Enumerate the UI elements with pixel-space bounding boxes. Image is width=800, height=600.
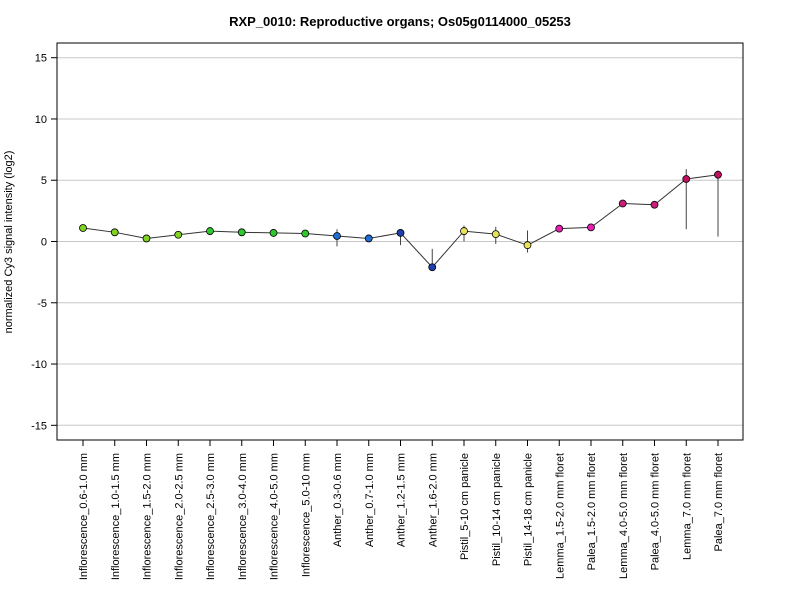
x-tick-label: Inflorescence_1.5-2.0 mm <box>142 453 154 580</box>
data-point <box>301 229 310 238</box>
x-tick-label: Anther_0.3-0.6 mm <box>332 453 344 547</box>
data-point <box>428 263 437 272</box>
x-tick-label: Inflorescence_1.0-1.5 mm <box>110 453 122 580</box>
data-point <box>110 228 119 237</box>
x-tick-label: Pistil_10-14 cm panicle <box>491 453 503 566</box>
y-axis-label: normalized Cy3 signal intensity (log2) <box>3 151 15 334</box>
x-tick-label: Inflorescence_4.0-5.0 mm <box>269 453 281 580</box>
x-tick-label: Lemma_4.0-5.0 mm floret <box>618 453 630 579</box>
data-point <box>174 230 183 239</box>
x-tick-label: Pistil_5-10 cm panicle <box>459 453 471 560</box>
x-tick-label: Lemma_7.0 mm floret <box>681 453 693 560</box>
data-point <box>555 224 564 233</box>
data-point <box>364 234 373 243</box>
x-tick-label: Inflorescence_5.0-10 mm <box>300 453 312 577</box>
data-points <box>79 170 722 272</box>
grid-lines <box>57 57 743 426</box>
y-tick-label: 10 <box>35 114 47 126</box>
data-point <box>523 241 532 250</box>
data-point <box>460 227 468 235</box>
data-point <box>587 223 595 232</box>
data-point <box>333 232 341 240</box>
chart-title: RXP_0010: Reproductive organs; Os05g0114… <box>229 14 571 29</box>
y-tick-label: 5 <box>41 175 47 187</box>
data-point <box>269 229 278 237</box>
y-tick-label: -15 <box>31 420 47 432</box>
y-tick-label: 0 <box>41 237 47 249</box>
error-bars <box>336 169 719 268</box>
data-point <box>650 200 659 209</box>
y-tick-label: -5 <box>37 298 47 310</box>
x-tick-label: Anther_1.6-2.0 mm <box>427 453 439 547</box>
y-axis: -15 -10 -5 0 5 10 15 <box>31 53 57 432</box>
data-point <box>142 234 151 243</box>
series-line <box>82 174 719 268</box>
data-point <box>714 170 722 179</box>
x-tick-label: Anther_1.2-1.5 mm <box>396 453 408 547</box>
data-point <box>206 227 214 235</box>
y-tick-label: -10 <box>31 359 47 371</box>
x-tick-label: Inflorescence_0.6-1.0 mm <box>78 453 90 580</box>
x-tick-label: Inflorescence_2.5-3.0 mm <box>205 453 217 580</box>
data-point <box>682 175 691 183</box>
data-point <box>491 230 500 239</box>
x-tick-label: Lemma_1.5-2.0 mm floret <box>554 453 566 579</box>
x-axis: Inflorescence_0.6-1.0 mm Inflorescence_1.… <box>78 440 725 580</box>
x-tick-label: Palea_7.0 mm floret <box>713 453 725 551</box>
x-tick-label: Pistil_14-18 cm panicle <box>523 453 535 566</box>
data-point <box>618 199 627 208</box>
y-tick-label: 15 <box>35 53 47 65</box>
data-point <box>79 224 87 232</box>
x-tick-label: Inflorescence_3.0-4.0 mm <box>237 453 249 580</box>
x-tick-label: Anther_0.7-1.0 mm <box>364 453 376 547</box>
x-tick-label: Palea_4.0-5.0 mm floret <box>650 453 662 570</box>
data-point <box>396 229 405 237</box>
data-point <box>237 228 246 237</box>
x-tick-label: Inflorescence_2.0-2.5 mm <box>173 453 185 580</box>
x-tick-label: Palea_1.5-2.0 mm floret <box>586 453 598 570</box>
